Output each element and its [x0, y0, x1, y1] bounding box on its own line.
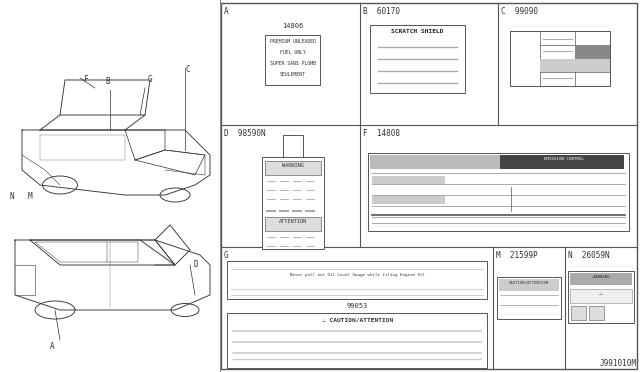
Text: WARNING: WARNING	[282, 163, 304, 168]
Text: 99053: 99053	[347, 303, 368, 309]
Bar	[370, 155, 500, 169]
Bar	[575, 58, 611, 72]
Text: C  99090: C 99090	[501, 7, 538, 16]
Text: 14806: 14806	[282, 23, 303, 29]
Bar	[510, 31, 611, 86]
Text: FUEL ONLY: FUEL ONLY	[280, 50, 306, 55]
Bar	[367, 153, 629, 231]
Bar	[589, 306, 604, 320]
Text: A: A	[224, 7, 228, 16]
Text: F: F	[83, 75, 88, 84]
Bar	[284, 135, 303, 157]
Text: M: M	[28, 192, 33, 201]
Bar	[575, 45, 611, 58]
Text: Never pull out Oil Level Gauge while filing Engine Oil: Never pull out Oil Level Gauge while fil…	[290, 273, 425, 277]
Text: ⚠: ⚠	[599, 291, 603, 296]
Bar	[372, 176, 445, 184]
Bar	[227, 261, 488, 299]
Text: SUPER SANS PLOMB: SUPER SANS PLOMB	[270, 61, 316, 66]
Bar	[262, 157, 324, 249]
Text: PREMIUM UNLEADED: PREMIUM UNLEADED	[270, 39, 316, 44]
Bar	[497, 277, 561, 319]
Text: B  60170: B 60170	[363, 7, 399, 16]
Text: B: B	[105, 77, 109, 86]
Text: SEULEMENT: SEULEMENT	[280, 72, 306, 77]
Bar	[372, 196, 445, 204]
Text: ATTENTION: ATTENTION	[279, 219, 307, 224]
Text: N: N	[10, 192, 15, 201]
Text: C: C	[185, 65, 189, 74]
Bar	[227, 313, 488, 368]
Text: ⚠ CAUTION/ATTENTION: ⚠ CAUTION/ATTENTION	[322, 317, 393, 322]
Bar	[540, 58, 575, 72]
Text: N  26059N: N 26059N	[568, 251, 610, 260]
Text: G: G	[148, 75, 152, 84]
Text: SCRATCH SHIELD: SCRATCH SHIELD	[391, 29, 444, 34]
Bar	[500, 155, 624, 169]
Bar	[570, 273, 632, 285]
Text: D  98590N: D 98590N	[224, 129, 266, 138]
Bar	[571, 306, 586, 320]
Bar	[221, 3, 637, 369]
Text: A: A	[50, 342, 54, 351]
Bar	[570, 289, 632, 303]
Text: WARNING: WARNING	[593, 275, 609, 279]
Text: D: D	[193, 260, 198, 269]
Bar	[266, 35, 321, 85]
Text: G: G	[224, 251, 228, 260]
Bar	[499, 279, 559, 291]
Bar	[568, 271, 634, 323]
Bar	[266, 217, 321, 231]
Text: CAUTION/ATTENTION: CAUTION/ATTENTION	[509, 281, 550, 285]
Text: J991010M: J991010M	[600, 359, 637, 368]
Text: M  21599P: M 21599P	[497, 251, 538, 260]
Text: EMISSION CONTROL: EMISSION CONTROL	[543, 157, 584, 161]
Bar	[370, 25, 465, 93]
Text: F  14808: F 14808	[363, 129, 399, 138]
Bar	[266, 161, 321, 175]
